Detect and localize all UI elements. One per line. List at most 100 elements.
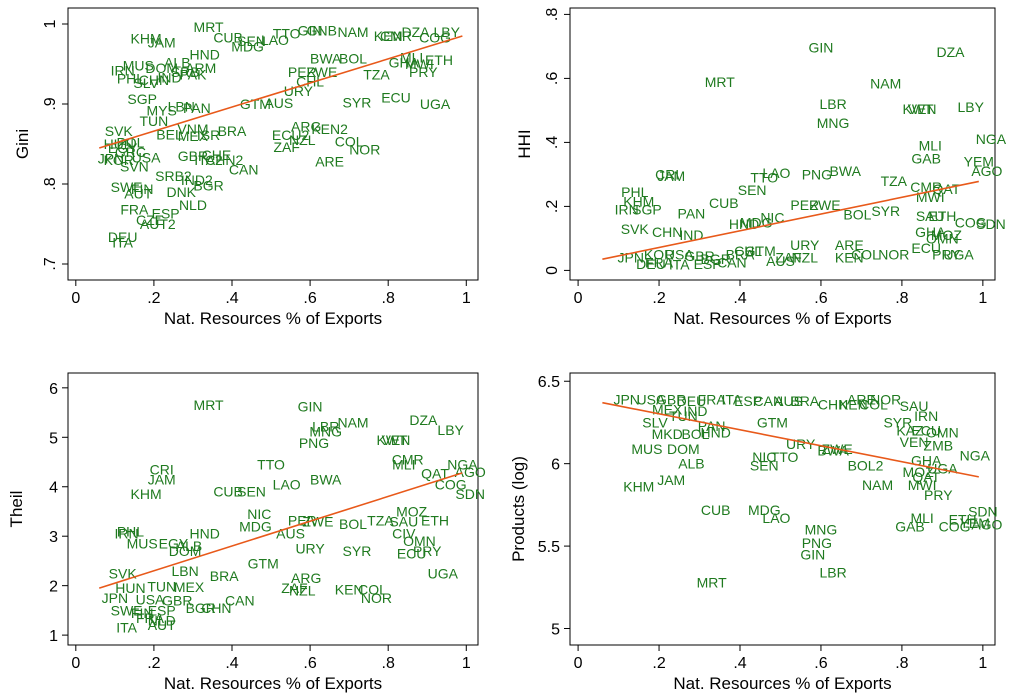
country-point: PRY <box>932 246 961 262</box>
country-point: NGA <box>976 131 1007 147</box>
country-point: ZWE <box>306 64 337 80</box>
country-point: ZAF <box>775 250 801 266</box>
country-point: MNG <box>309 423 342 439</box>
country-point: LBY <box>437 422 464 438</box>
country-point: NOR <box>349 142 380 158</box>
country-point: BEL <box>156 126 183 142</box>
fitted-line <box>99 35 463 149</box>
country-point: DZA <box>402 24 431 40</box>
country-point: SYR <box>883 414 912 430</box>
country-point: DOM <box>667 441 700 457</box>
country-point: COL <box>859 396 888 412</box>
country-point: UGA <box>420 96 451 112</box>
country-point: MDG <box>748 502 781 518</box>
country-point: SGP <box>632 202 662 218</box>
country-point: GIN <box>298 399 323 415</box>
country-point: IRN <box>615 202 639 218</box>
country-point: PNG <box>802 166 832 182</box>
country-point: LBY <box>434 24 461 40</box>
country-point: DEU <box>677 393 707 409</box>
country-point: ARE <box>847 391 876 407</box>
country-point: BOL <box>339 516 367 532</box>
y-tick-label: .6 <box>544 72 561 85</box>
country-point: AUS <box>774 393 803 409</box>
x-tick-label: 1 <box>978 655 987 672</box>
country-point: IND <box>683 403 707 419</box>
country-point: NGA <box>447 456 478 472</box>
country-point: SVK <box>105 123 134 139</box>
country-point: MOZ <box>903 464 935 480</box>
country-point: GAB <box>911 150 941 166</box>
country-point: MEX <box>174 579 205 595</box>
country-point: ESP <box>148 602 176 618</box>
country-point: MDG <box>231 38 264 54</box>
country-point: PAK <box>179 66 207 82</box>
country-point: ARG <box>291 118 321 134</box>
y-tick-label: .9 <box>42 97 59 110</box>
x-tick-label: 1 <box>462 655 471 672</box>
country-point: MLI <box>392 456 415 472</box>
country-point: NZL <box>289 132 316 148</box>
country-point: GBR <box>684 248 714 264</box>
country-point: MUS <box>123 58 154 74</box>
x-tick-label: 0 <box>574 655 583 672</box>
country-point: KOR <box>104 152 134 168</box>
country-point: ECU <box>397 546 427 562</box>
country-point: LAO <box>261 32 289 48</box>
country-point: IRN <box>111 62 135 78</box>
country-point: GTM <box>745 243 776 259</box>
country-point: BGR <box>701 251 731 267</box>
x-tick-label: .6 <box>814 290 827 307</box>
x-tick-label: .2 <box>147 290 160 307</box>
country-point: PER <box>790 197 819 213</box>
country-point: TTO <box>750 170 778 186</box>
country-point: AGO <box>455 464 486 480</box>
y-tick-label: .8 <box>544 8 561 21</box>
country-point: CRI <box>655 166 679 182</box>
country-point: AUT2 <box>140 216 176 232</box>
country-point: VEN <box>382 432 411 448</box>
y-tick-label: 5 <box>551 622 560 639</box>
country-point: FIN <box>131 605 154 621</box>
country-point: NOR <box>870 391 901 407</box>
x-tick-label: 0 <box>71 655 80 672</box>
country-point: GBR <box>178 148 208 164</box>
y-tick-label: 5 <box>49 430 58 447</box>
country-point: AUS <box>264 95 293 111</box>
country-point: TTO <box>771 449 799 465</box>
country-point: NLD <box>148 612 176 628</box>
country-point: SAU <box>916 208 945 224</box>
country-point: PAN <box>678 205 706 221</box>
country-point: JAM <box>148 471 176 487</box>
plot-frame <box>67 372 479 646</box>
country-point: CMR <box>392 452 424 468</box>
x-tick-label: .6 <box>303 655 316 672</box>
country-point: SYR <box>871 203 900 219</box>
country-point: MLI <box>910 510 933 526</box>
x-axis-title: Nat. Resources % of Exports <box>673 674 891 693</box>
country-point: NOR <box>361 590 392 606</box>
country-point: CAN <box>229 162 259 178</box>
country-point: ARM <box>185 60 216 76</box>
country-point: CIV <box>392 526 416 542</box>
country-point: ZWE <box>302 513 333 529</box>
country-point: ISR <box>197 127 220 143</box>
country-point: USA <box>637 391 666 407</box>
country-point: AGO <box>971 517 1002 533</box>
country-point: USA <box>665 246 694 262</box>
country-point: CMR <box>380 28 412 44</box>
country-point: ECU <box>911 240 941 256</box>
fitted-line <box>98 472 463 589</box>
country-point: FRA <box>645 254 674 270</box>
country-point: MOZ <box>931 227 963 243</box>
country-point: PHL <box>621 184 648 200</box>
country-point: TUN <box>140 113 169 129</box>
country-point: BRA <box>210 568 239 584</box>
country-point: UGA <box>927 461 958 477</box>
country-point: JAM <box>657 472 685 488</box>
country-point: PRY <box>413 543 442 559</box>
country-point: GBR <box>162 592 192 608</box>
